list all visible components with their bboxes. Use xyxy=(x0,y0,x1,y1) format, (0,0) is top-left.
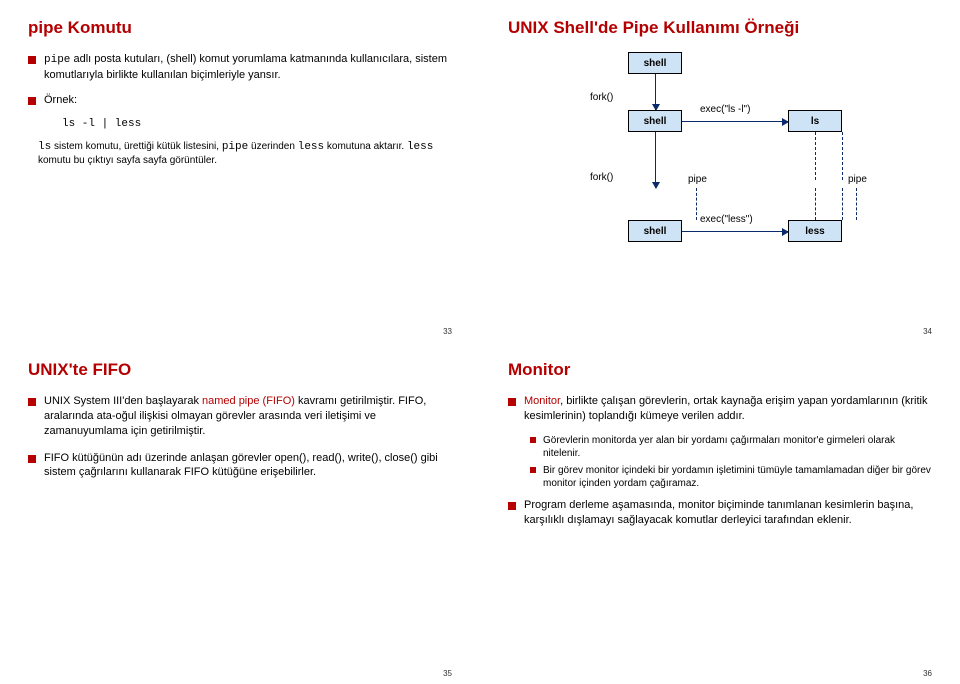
label-fork: fork() xyxy=(590,172,613,183)
edge-dashed xyxy=(842,188,843,220)
bullet-text: Monitor, birlikte çalışan görevlerin, or… xyxy=(524,394,932,424)
code-line: ls -l | less xyxy=(62,118,452,130)
bullet: UNIX System III'den başlayarak named pip… xyxy=(28,394,452,439)
sub-bullet: Bir görev monitor içindeki bir yordamın … xyxy=(530,464,932,490)
edge xyxy=(682,231,788,232)
edge-dashed xyxy=(842,132,843,180)
text: sistem komutu, ürettiği kütük listesini, xyxy=(51,141,222,152)
node-shell-3: shell xyxy=(628,220,682,242)
page-number: 34 xyxy=(923,327,932,336)
edge-dashed xyxy=(696,188,697,220)
bullet-text: Örnek: xyxy=(44,93,452,108)
node-less: less xyxy=(788,220,842,242)
highlight-text: named pipe (FIFO) xyxy=(202,395,295,407)
slide-34: UNIX Shell'de Pipe Kullanımı Örneği shel… xyxy=(480,0,960,342)
sub-dot xyxy=(530,467,536,473)
text: , birlikte çalışan görevlerin, ortak kay… xyxy=(524,395,928,422)
text: üzerinden xyxy=(248,141,297,152)
inline-code: less xyxy=(407,141,433,153)
edge-dashed xyxy=(815,132,816,180)
bullet: Program derleme aşamasında, monitor biçi… xyxy=(508,498,932,528)
page-number: 33 xyxy=(443,327,452,336)
slide-title: Monitor xyxy=(508,360,932,380)
text: komutu bu çıktıyı sayfa sayfa görüntüler… xyxy=(38,155,217,166)
inline-code: pipe xyxy=(222,141,248,153)
sub-text: Görevlerin monitorda yer alan bir yordam… xyxy=(543,434,932,460)
text: UNIX System III'den başlayarak xyxy=(44,395,202,407)
slide-33: pipe Komutu pipe adlı posta kutuları, (s… xyxy=(0,0,480,342)
edge xyxy=(655,132,656,188)
page-number: 36 xyxy=(923,669,932,678)
bullet-text: ls sistem komutu, ürettiği kütük listesi… xyxy=(38,140,452,168)
bullet-dot xyxy=(28,97,36,105)
inline-code: ls xyxy=(38,141,51,153)
bullet: pipe adlı posta kutuları, (shell) komut … xyxy=(28,52,452,83)
edge xyxy=(682,121,788,122)
sub-bullet: Görevlerin monitorda yer alan bir yordam… xyxy=(530,434,932,460)
page-number: 35 xyxy=(443,669,452,678)
bullet-dot xyxy=(28,56,36,64)
label-exec-less: exec("less") xyxy=(700,214,753,225)
edge xyxy=(655,74,656,110)
sub-text: Bir görev monitor içindeki bir yordamın … xyxy=(543,464,932,490)
label-pipe: pipe xyxy=(688,174,707,185)
node-shell-2: shell xyxy=(628,110,682,132)
edge-dashed xyxy=(856,188,857,220)
slide-title: pipe Komutu xyxy=(28,18,452,38)
inline-code: less xyxy=(298,141,324,153)
inline-code: pipe xyxy=(44,54,70,66)
bullet-text: FIFO kütüğünün adı üzerinde anlaşan göre… xyxy=(44,451,452,481)
bullet: Örnek: xyxy=(28,93,452,108)
bullet-text: pipe adlı posta kutuları, (shell) komut … xyxy=(44,52,452,83)
node-ls: ls xyxy=(788,110,842,132)
bullet-dot xyxy=(508,502,516,510)
slide-title: UNIX'te FIFO xyxy=(28,360,452,380)
slide-title: UNIX Shell'de Pipe Kullanımı Örneği xyxy=(508,18,932,38)
label-fork: fork() xyxy=(590,92,613,103)
node-shell-1: shell xyxy=(628,52,682,74)
slide-36: Monitor Monitor, birlikte çalışan görevl… xyxy=(480,342,960,684)
bullet-dot xyxy=(508,398,516,406)
bullet: FIFO kütüğünün adı üzerinde anlaşan göre… xyxy=(28,451,452,481)
bullet: Monitor, birlikte çalışan görevlerin, or… xyxy=(508,394,932,424)
highlight-text: Monitor xyxy=(524,395,560,407)
bullet-text: UNIX System III'den başlayarak named pip… xyxy=(44,394,452,439)
bullet-dot xyxy=(28,455,36,463)
bullet-dot xyxy=(28,398,36,406)
pipe-diagram: shell fork() shell ls exec("ls -l") fork… xyxy=(508,52,888,282)
text: adlı posta kutuları, (shell) komut yorum… xyxy=(44,53,447,81)
sub-dot xyxy=(530,437,536,443)
bullet-text: Program derleme aşamasında, monitor biçi… xyxy=(524,498,932,528)
label-exec-ls: exec("ls -l") xyxy=(700,104,750,115)
text: komutuna aktarır. xyxy=(324,141,407,152)
bullet: ls sistem komutu, ürettiği kütük listesi… xyxy=(38,140,452,168)
label-pipe: pipe xyxy=(848,174,867,185)
edge-dashed xyxy=(815,188,816,220)
slide-35: UNIX'te FIFO UNIX System III'den başlaya… xyxy=(0,342,480,684)
